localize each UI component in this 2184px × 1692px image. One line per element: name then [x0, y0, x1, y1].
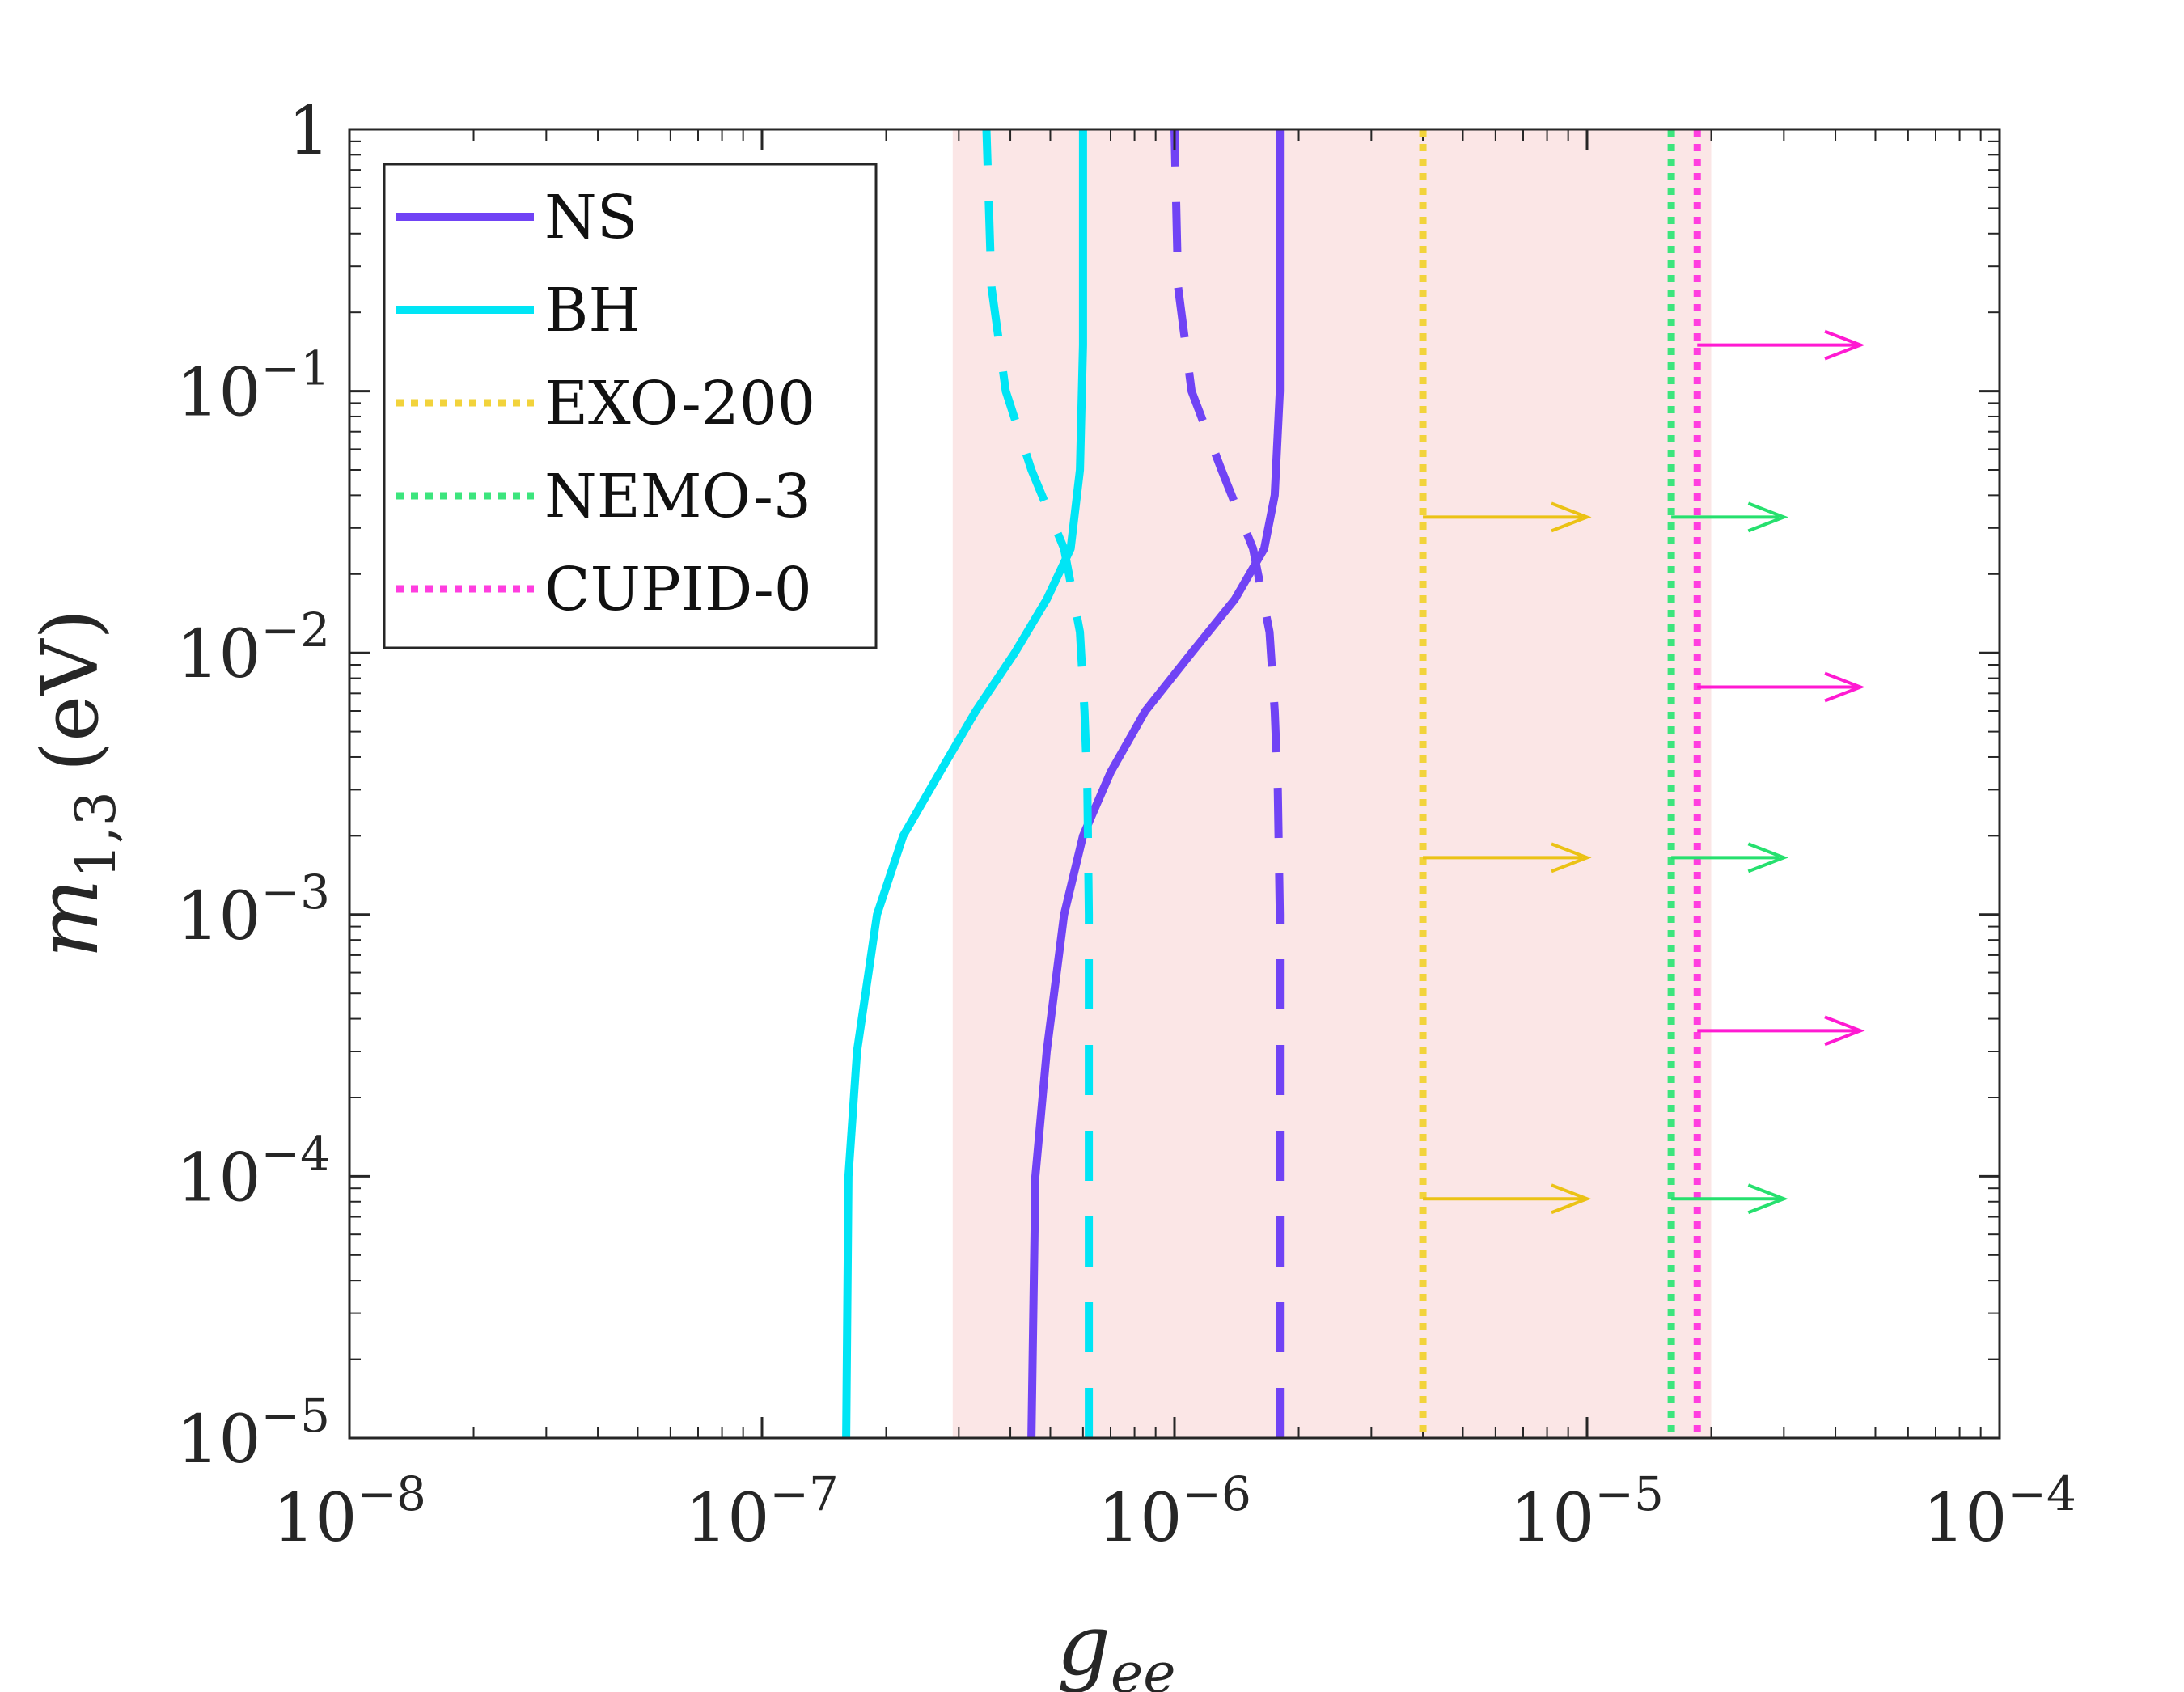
legend-item-ns: NS [396, 183, 637, 252]
x-tick-label: 10−5 [1510, 1466, 1664, 1557]
x-tick-label-exponent: −6 [1182, 1466, 1251, 1521]
arrow-nemo-3-head [1747, 501, 1788, 533]
y-axis-label-unit: (eV) [25, 609, 116, 772]
arrow-cupid-0-head [1824, 1015, 1865, 1047]
arrow-cupid-0-head [1824, 329, 1865, 361]
x-tick-label: 10−7 [685, 1466, 839, 1557]
legend-box [383, 163, 878, 649]
arrow-nemo-3-head [1747, 842, 1788, 873]
y-tick-label-exponent: −1 [261, 341, 331, 396]
y-tick-label: 10−1 [176, 341, 330, 432]
y-tick-label-exponent: −3 [261, 865, 331, 920]
x-axis-label-base: g [1056, 1596, 1111, 1692]
y-axis-label: m1,3 (eV) [19, 609, 129, 958]
x-tick-label-base: 10 [1098, 1480, 1182, 1557]
y-axis-label-sub: 1,3 [65, 791, 129, 878]
major-ticks [348, 128, 2001, 1440]
legend-item-ns-label: NS [544, 183, 637, 252]
arrows-layer [1423, 329, 1865, 1215]
svg-text:gee: gee [1056, 1596, 1175, 1692]
x-tick-label: 10−4 [1923, 1466, 2076, 1557]
x-tick-labels: 10−8 10−7 10−6 10−5 10−4 [273, 1466, 2076, 1557]
arrow-cupid-0-head [1824, 671, 1865, 703]
y-tick-label-base: 10 [176, 355, 260, 432]
series-layer [842, 129, 1701, 1438]
y-tick-label-base: 10 [176, 878, 260, 955]
legend-item-bh: BH [396, 276, 641, 345]
y-tick-label: 1 [288, 93, 330, 170]
minor-ticks [349, 129, 2000, 1438]
x-tick-label-base: 10 [685, 1480, 769, 1557]
x-tick-label-base: 10 [1510, 1480, 1594, 1557]
series-ns-line [1027, 129, 1285, 1438]
legend-item-nemo-3-label: NEMO-3 [544, 462, 811, 531]
x-tick-label-exponent: −4 [2007, 1466, 2076, 1521]
arrow-nemo-3-head [1747, 1183, 1788, 1215]
x-tick-label-exponent: −7 [769, 1466, 839, 1521]
svg-text:m1,3(eV): m1,3 (eV) [19, 609, 129, 958]
x-tick-label-base: 10 [273, 1480, 357, 1557]
legend-item-bh-label: BH [544, 276, 641, 345]
y-tick-label-base: 10 [176, 1140, 260, 1216]
y-tick-label: 10−2 [176, 603, 330, 693]
series-bh-line [842, 129, 1087, 1438]
x-tick-label-exponent: −8 [357, 1466, 426, 1521]
x-tick-label: 10−8 [273, 1466, 426, 1557]
shaded-region [952, 129, 1712, 1438]
x-tick-label-exponent: −5 [1594, 1466, 1664, 1521]
x-axis-label: gee [1056, 1596, 1175, 1692]
y-tick-label-exponent: −5 [261, 1388, 331, 1443]
legend-item-cupid-0: CUPID-0 [396, 555, 812, 624]
y-tick-label-base: 10 [176, 616, 260, 693]
arrow-exo-200-head [1551, 1183, 1592, 1215]
y-tick-label: 10−5 [176, 1388, 330, 1478]
y-tick-label-exponent: −4 [261, 1126, 331, 1181]
y-tick-label-base: 1 [288, 93, 330, 170]
legend-item-nemo-3: NEMO-3 [396, 462, 811, 531]
y-tick-label: 10−3 [176, 865, 330, 955]
legend-item-cupid-0-label: CUPID-0 [544, 555, 812, 624]
shaded-region-layer [952, 129, 1712, 1438]
legend-item-exo-200: EXO-200 [396, 369, 815, 438]
arrow-exo-200-head [1551, 842, 1592, 873]
y-tick-label-base: 10 [176, 1402, 260, 1478]
y-tick-label: 10−4 [176, 1126, 330, 1216]
y-axis-label-base: m [19, 878, 117, 958]
arrow-exo-200-head [1551, 501, 1592, 533]
y-tick-label-exponent: −2 [261, 603, 331, 658]
legend: NS BH EXO-200 NEMO-3 CUPID-0 [383, 163, 878, 649]
legend-item-exo-200-label: EXO-200 [544, 369, 815, 438]
x-axis-label-sub: ee [1111, 1642, 1175, 1692]
x-tick-label: 10−6 [1098, 1466, 1251, 1557]
y-tick-labels: 10−510−410−310−210−11 [176, 93, 330, 1478]
x-tick-label-base: 10 [1923, 1480, 2007, 1557]
